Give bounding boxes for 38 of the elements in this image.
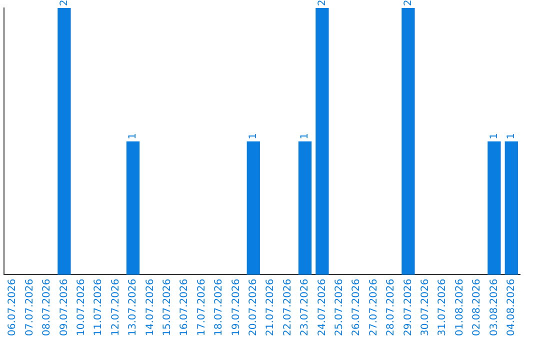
x-tick-label: 16.07.2026 — [179, 278, 190, 336]
x-tick-label: 19.07.2026 — [230, 278, 242, 336]
data-label: 1 — [128, 132, 139, 140]
x-tick-label: 02.08.2026 — [472, 278, 483, 336]
data-label: 1 — [248, 132, 259, 140]
x-tick-label: 07.07.2026 — [24, 278, 36, 336]
x-tick-label: 21.07.2026 — [265, 278, 276, 336]
data-label: 1 — [300, 132, 311, 140]
x-tick-label: 08.07.2026 — [42, 278, 53, 336]
x-tick-label: 01.08.2026 — [454, 278, 466, 336]
x-tick-label: 23.07.2026 — [300, 278, 311, 336]
x-tick-label: 17.07.2026 — [196, 278, 208, 336]
data-label: 2 — [402, 0, 414, 6]
data-label: 1 — [488, 132, 500, 140]
x-tick-label: 30.07.2026 — [420, 278, 431, 336]
data-label: 2 — [58, 0, 70, 6]
x-tick-label: 28.07.2026 — [386, 278, 397, 336]
x-tick-label: 31.07.2026 — [437, 278, 448, 336]
x-tick-label: 14.07.2026 — [144, 278, 156, 336]
x-tick-label: 03.08.2026 — [488, 278, 500, 336]
x-tick-label: 11.07.2026 — [93, 278, 104, 336]
data-label: 1 — [506, 132, 517, 140]
x-tick-label: 27.07.2026 — [368, 278, 380, 336]
x-tick-label: 06.07.2026 — [7, 278, 18, 336]
x-tick-label: 22.07.2026 — [282, 278, 294, 336]
x-tick-label: 13.07.2026 — [128, 278, 139, 336]
x-tick-label: 15.07.2026 — [162, 278, 173, 336]
x-tick-label: 29.07.2026 — [402, 278, 414, 336]
x-tick-label: 25.07.2026 — [334, 278, 345, 336]
x-tick-label: 20.07.2026 — [248, 278, 259, 336]
x-tick-label: 18.07.2026 — [214, 278, 225, 336]
x-tick-label: 09.07.2026 — [58, 278, 70, 336]
x-tick-label: 04.08.2026 — [506, 278, 517, 336]
data-label: 2 — [316, 0, 328, 6]
x-tick-label: 26.07.2026 — [351, 278, 362, 336]
x-tick-label: 24.07.2026 — [316, 278, 328, 336]
x-tick-label: 12.07.2026 — [110, 278, 122, 336]
x-tick-label: 10.07.2026 — [76, 278, 87, 336]
